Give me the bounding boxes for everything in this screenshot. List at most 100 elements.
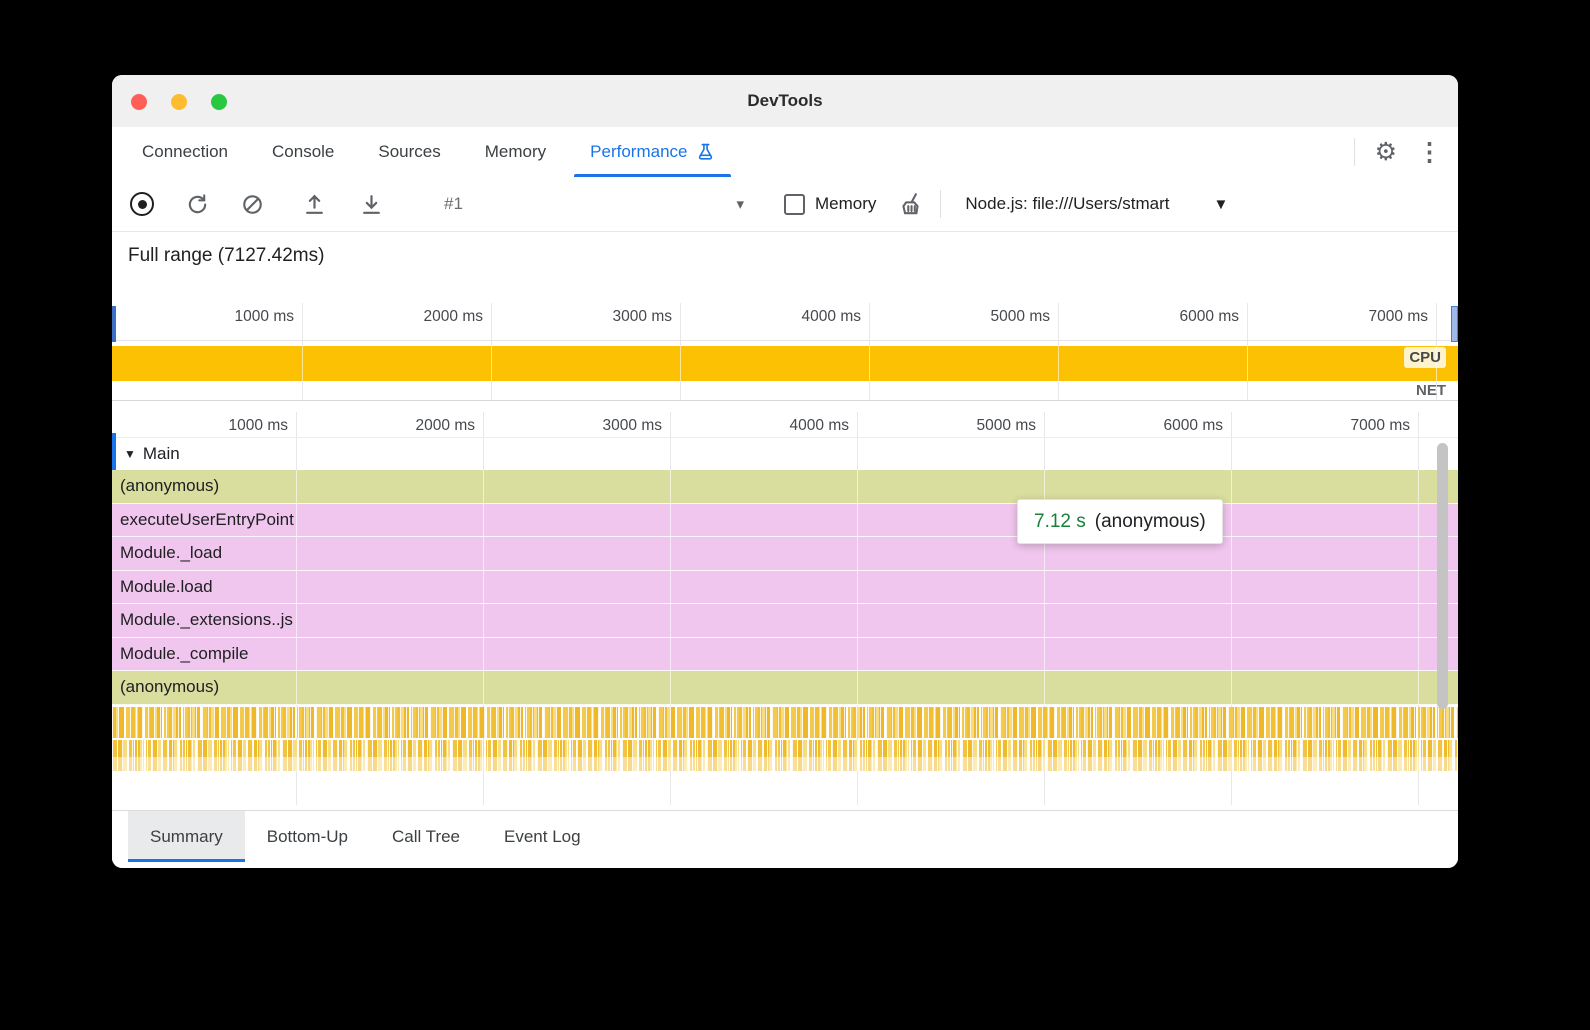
- details-tab-call-tree[interactable]: Call Tree: [370, 811, 482, 862]
- clear-button[interactable]: [241, 193, 264, 216]
- tick-label: 2000 ms: [415, 417, 475, 434]
- details-tab-bottom-up[interactable]: Bottom-Up: [245, 811, 370, 862]
- clear-icon: [243, 194, 262, 214]
- tick-label: 7000 ms: [1350, 417, 1410, 434]
- gridline: [302, 346, 303, 381]
- tab-performance[interactable]: Performance: [568, 127, 736, 177]
- frame-label: Module._load: [120, 543, 223, 562]
- tab-memory[interactable]: Memory: [463, 127, 568, 177]
- flame-row-module-extensions-js[interactable]: Module._extensions..js: [112, 604, 1458, 638]
- disclosure-triangle-icon: ▼: [124, 446, 136, 461]
- tick-label: 2000 ms: [423, 308, 483, 325]
- details-tab-summary[interactable]: Summary: [128, 811, 245, 862]
- flame-rows: (anonymous) executeUserEntryPoint Module._…: [112, 470, 1458, 771]
- window-title: DevTools: [747, 91, 823, 110]
- zoom-window-button[interactable]: [211, 94, 227, 110]
- tick-label: 7000 ms: [1368, 308, 1428, 325]
- details-tab-label: Call Tree: [391, 826, 461, 846]
- frame-label: (anonymous): [120, 476, 220, 495]
- devtools-tabbar: Connection Console Sources Memory Performanc…: [112, 127, 1458, 178]
- gridline: [1247, 346, 1248, 381]
- memory-checkbox[interactable]: [784, 193, 805, 215]
- session-select[interactable]: #1 ▾: [434, 194, 754, 214]
- overview-ruler[interactable]: 1000 ms 2000 ms 3000 ms 4000 ms 5000 ms 6000 …: [112, 303, 1458, 340]
- reload-icon: [188, 193, 207, 213]
- record-button[interactable]: [130, 192, 154, 216]
- title-bar: DevTools: [112, 75, 1458, 128]
- overview-left-handle[interactable]: [112, 306, 116, 342]
- tick-label: 4000 ms: [801, 308, 861, 325]
- frame-tooltip: 7.12 s (anonymous): [1017, 499, 1223, 544]
- close-window-button[interactable]: [131, 94, 147, 110]
- frame-label: Module._extensions..js: [120, 610, 293, 629]
- target-select[interactable]: Node.js: file:///Users/stmart ▼: [965, 194, 1228, 214]
- tick-label: 3000 ms: [612, 308, 672, 325]
- flame-scrollbar[interactable]: [1437, 443, 1448, 709]
- frame-label: Module._compile: [120, 643, 249, 663]
- main-track-label: Main: [142, 443, 180, 463]
- overview-ruler-border: [112, 340, 1458, 341]
- upload-icon: [306, 194, 323, 214]
- flame-row-anonymous[interactable]: (anonymous): [112, 470, 1458, 504]
- tick-label: 1000 ms: [234, 308, 294, 325]
- flame-row-activity-stripes[interactable]: [112, 706, 1458, 738]
- gridline: [869, 346, 870, 381]
- collect-garbage-button[interactable]: [898, 191, 924, 217]
- frame-label: Module.load: [120, 576, 213, 596]
- gridline: [491, 346, 492, 381]
- flame-ruler[interactable]: 1000 ms 2000 ms 3000 ms 4000 ms 5000 ms 6000 …: [112, 412, 1458, 437]
- save-profile-button[interactable]: [359, 192, 384, 217]
- reload-and-record-button[interactable]: [186, 193, 209, 216]
- tab-console[interactable]: Console: [250, 127, 356, 177]
- tab-label: Memory: [484, 142, 547, 161]
- cpu-activity-band[interactable]: CPU: [112, 346, 1458, 381]
- devtools-window: DevTools Connection Console Sources Memory P…: [112, 75, 1458, 868]
- flame-row-module-load[interactable]: Module.load: [112, 570, 1458, 604]
- tab-label: Performance: [590, 142, 688, 161]
- tab-label: Sources: [378, 142, 441, 161]
- main-track-header[interactable]: ▼ Main: [112, 437, 1458, 470]
- cpu-track-label: CPU: [1404, 347, 1446, 368]
- target-label: Node.js: file:///Users/stmart: [965, 194, 1170, 213]
- details-tab-event-log[interactable]: Event Log: [482, 811, 603, 862]
- toolbar-divider: [940, 190, 942, 218]
- memory-toggle[interactable]: Memory: [784, 193, 877, 215]
- net-activity-band[interactable]: NET: [112, 381, 1458, 401]
- flame-row-module-load[interactable]: Module._load: [112, 537, 1458, 571]
- memory-label: Memory: [815, 194, 877, 213]
- overview-right-handle[interactable]: [1451, 306, 1458, 342]
- gear-icon[interactable]: ⚙: [1374, 137, 1397, 166]
- download-icon: [363, 194, 380, 214]
- tick-label: 5000 ms: [990, 308, 1050, 325]
- flame-row-module-compile[interactable]: Module._compile: [112, 637, 1458, 671]
- tabbar-actions: ⚙ ⋮: [1353, 127, 1458, 177]
- cpu-band-lines: [112, 346, 1458, 381]
- tooltip-duration: 7.12 s: [1034, 510, 1086, 532]
- flame-row-anonymous[interactable]: (anonymous): [112, 671, 1458, 705]
- record-icon: [130, 192, 154, 216]
- traffic-lights: [131, 94, 227, 110]
- flame-ruler-border: [112, 437, 1458, 438]
- kebab-menu-icon[interactable]: ⋮: [1417, 137, 1442, 166]
- details-tab-label: Bottom-Up: [266, 826, 348, 846]
- performance-toolbar: #1 ▾ Memory Node.js: file:///Users/stmar…: [112, 177, 1458, 232]
- minimize-window-button[interactable]: [171, 94, 187, 110]
- tooltip-frame-name: (anonymous): [1094, 510, 1206, 532]
- chevron-down-icon: ▾: [736, 196, 744, 213]
- load-profile-button[interactable]: [302, 192, 327, 217]
- tab-connection[interactable]: Connection: [120, 127, 250, 177]
- flask-icon: [696, 143, 715, 162]
- tab-sources[interactable]: Sources: [356, 127, 462, 177]
- target-caret-icon: ▼: [1213, 195, 1229, 213]
- frame-label: executeUserEntryPoint: [120, 509, 294, 529]
- flame-row-executeuserentrypoint[interactable]: executeUserEntryPoint: [112, 503, 1458, 537]
- tick-label: 4000 ms: [789, 417, 849, 434]
- net-track-label: NET: [1416, 382, 1446, 399]
- flame-row-activity-stripes2[interactable]: [112, 739, 1458, 771]
- main-track-indicator: [112, 433, 116, 470]
- tab-label: Console: [272, 142, 335, 161]
- tab-label: Connection: [142, 142, 229, 161]
- session-label: #1: [444, 194, 463, 213]
- tab-strip: Connection Console Sources Memory Performanc…: [112, 127, 737, 177]
- tick-label: 3000 ms: [602, 417, 662, 434]
